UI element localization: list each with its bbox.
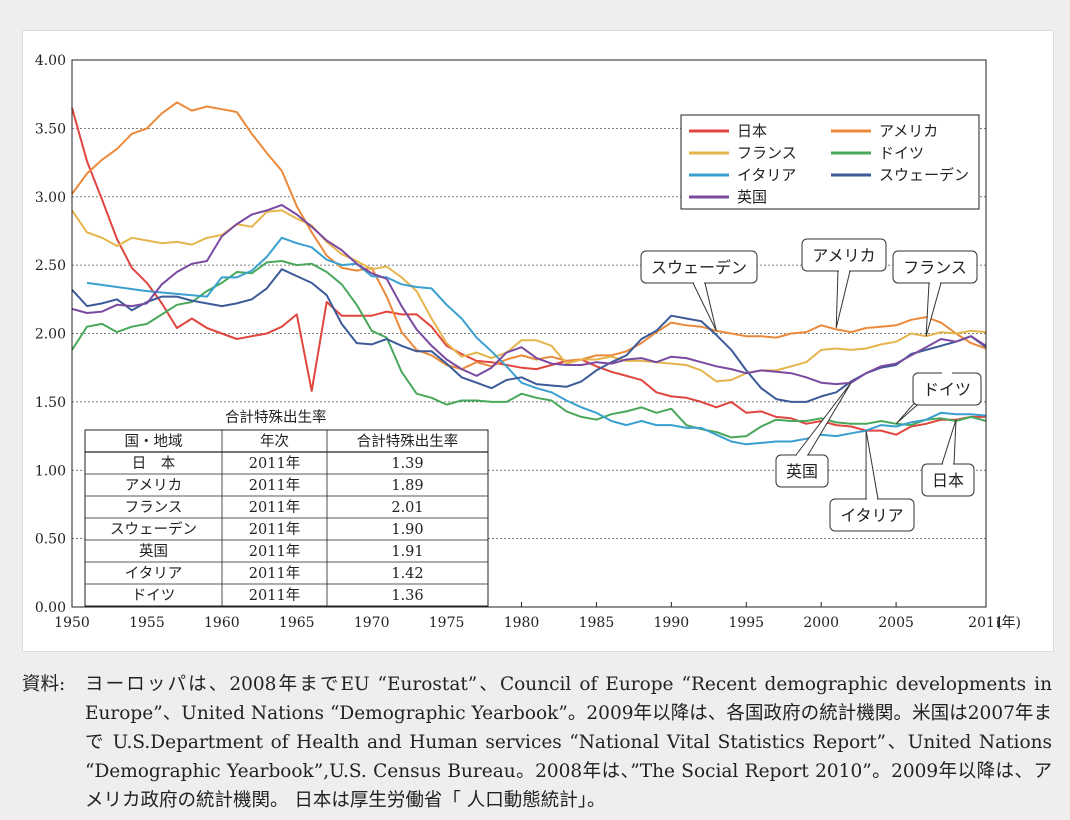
legend-label: イタリア — [737, 166, 796, 184]
series-line — [71, 107, 986, 436]
table-cell: イタリア — [125, 565, 182, 582]
table-cell: 1.42 — [391, 566, 423, 582]
table-header-cell: 国・地域 — [125, 433, 183, 450]
callout-pointer — [692, 282, 717, 332]
y-tick-label: 1.00 — [35, 463, 66, 479]
x-tick-label: 1995 — [728, 615, 764, 631]
callout-pointer — [925, 282, 942, 337]
table-cell: 2011年 — [249, 477, 300, 494]
callout-pointer — [795, 382, 852, 456]
table-cell: アメリカ — [125, 478, 182, 494]
y-tick-label: 3.50 — [35, 121, 66, 137]
table-title: 合計特殊出生率 — [225, 409, 327, 426]
x-tick-label: 1980 — [504, 615, 540, 631]
callout-pointer — [941, 419, 957, 465]
x-tick-label: 1975 — [429, 615, 465, 631]
callout-label: ドイツ — [923, 380, 971, 399]
series-line — [71, 204, 987, 386]
fertility-line-chart: 0.00 0.50 1.00 1.50 2.00 2.50 3.00 3.50 4.00 1950… — [35, 53, 1021, 631]
source-label: 資料: — [22, 674, 66, 695]
chart-panel: 0.00 0.50 1.00 1.50 2.00 2.50 3.00 3.50 4.00 1950… — [22, 30, 1054, 652]
table-cell: 2.01 — [391, 500, 423, 516]
table-cell: 2011年 — [249, 499, 300, 516]
table-cell: スウェーデン — [110, 520, 197, 538]
legend-label: 英国 — [737, 188, 767, 206]
table-cell: 1.91 — [391, 544, 423, 560]
series-line — [71, 101, 987, 371]
y-tick-label: 2.50 — [35, 258, 66, 274]
x-tick-label: 2000 — [803, 615, 839, 631]
series-line — [71, 209, 987, 383]
callout-label: フランス — [903, 258, 967, 277]
table-cell: 英国 — [139, 542, 168, 560]
series-line — [86, 236, 987, 446]
legend-box — [680, 114, 980, 210]
table-cell: フランス — [125, 500, 183, 516]
callout-label: 英国 — [786, 462, 818, 481]
x-tick-label: 1960 — [204, 615, 240, 631]
table-cell: 1.89 — [391, 478, 423, 494]
y-tick-label: 4.00 — [35, 53, 66, 69]
callout-pointer — [835, 270, 851, 329]
legend-label: ドイツ — [879, 144, 924, 162]
table-header-cell: 合計特殊出生率 — [357, 433, 459, 450]
y-tick-label: 2.00 — [35, 327, 66, 343]
x-axis-label: (年) — [996, 615, 1021, 631]
callout-pointer — [865, 430, 879, 500]
series-line — [71, 260, 987, 439]
callout-label: スウェーデン — [651, 258, 747, 277]
x-tick-label: 2005 — [878, 615, 914, 631]
y-tick-label: 1.50 — [35, 395, 66, 411]
x-tick-label: 1970 — [354, 615, 390, 631]
y-tick-label: 0.50 — [35, 532, 66, 548]
callout-label: 日本 — [932, 471, 964, 490]
table-cell: 1.90 — [391, 522, 423, 538]
x-tick-label: 1965 — [279, 615, 315, 631]
table-cell: 日 本 — [132, 455, 176, 472]
x-tick-label: 2011 — [968, 615, 1004, 631]
x-tick-label: 1950 — [54, 615, 90, 631]
table-header-cell: 年次 — [260, 433, 289, 450]
x-tick-label: 1955 — [129, 615, 165, 631]
source-note: 資料: ヨーロッパは、2008年までEU “Eurostat”、Council … — [22, 670, 1052, 815]
y-tick-label: 0.00 — [35, 600, 66, 616]
legend-label: アメリカ — [879, 122, 938, 140]
callout-label: アメリカ — [812, 246, 875, 265]
table-cell: 2011年 — [249, 455, 300, 472]
callout-label: イタリア — [840, 506, 903, 525]
y-tick-label: 3.00 — [35, 190, 66, 206]
table-cell: 2011年 — [249, 543, 300, 560]
x-tick-label: 1990 — [654, 615, 690, 631]
plot-frame — [71, 59, 987, 608]
legend-label: スウェーデン — [879, 166, 969, 184]
table-cell: ドイツ — [132, 588, 176, 604]
legend-label: フランス — [737, 144, 797, 162]
x-tick-label: 1985 — [579, 615, 615, 631]
table-cell: 1.36 — [391, 588, 423, 604]
source-text: ヨーロッパは、2008年までEU “Eurostat”、Council of E… — [85, 674, 1052, 811]
table-cell: 2011年 — [249, 521, 300, 538]
table-cell: 2011年 — [249, 587, 300, 604]
series-line — [71, 268, 987, 403]
table-cell: 1.39 — [391, 456, 423, 472]
legend-label: 日本 — [737, 122, 767, 140]
table-cell: 2011年 — [249, 565, 300, 582]
